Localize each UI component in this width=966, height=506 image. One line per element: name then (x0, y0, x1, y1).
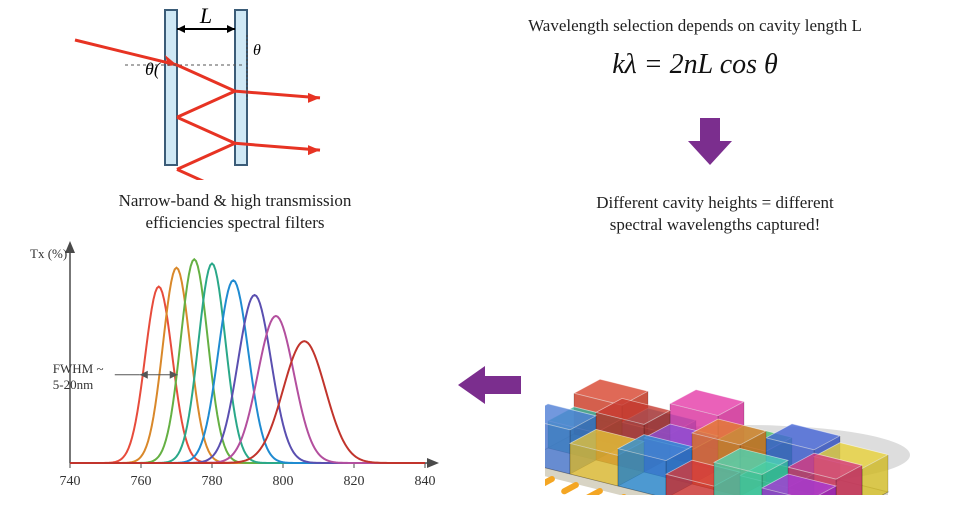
spectral-caption-line1: Narrow-band & high transmission (85, 190, 385, 212)
equation-caption: Wavelength selection depends on cavity l… (460, 15, 930, 37)
spectral-chart: Tx (%) 740 760 780 800 820 840 FWHM ~5-20nm (15, 238, 445, 498)
svg-text:820: 820 (344, 474, 365, 489)
chip-caption: Different cavity heights = different spe… (555, 192, 875, 236)
down-arrow-icon (680, 115, 740, 175)
svg-text:780: 780 (202, 474, 223, 489)
left-arrow-icon (455, 360, 525, 415)
svg-text:740: 740 (60, 474, 81, 489)
svg-text:760: 760 (131, 474, 152, 489)
svg-text:L: L (199, 5, 212, 28)
svg-text:θ: θ (253, 42, 261, 59)
svg-text:FWHM ~: FWHM ~ (53, 361, 104, 376)
svg-text:840: 840 (415, 474, 436, 489)
equation: kλ = 2nL cos θ (460, 49, 930, 81)
chip-diagram (545, 250, 925, 495)
chip-caption-line2: spectral wavelengths captured! (555, 214, 875, 236)
svg-text:Tx (%): Tx (%) (30, 246, 67, 261)
chip-caption-line1: Different cavity heights = different (555, 192, 875, 214)
equation-block: Wavelength selection depends on cavity l… (460, 15, 930, 81)
svg-text:800: 800 (273, 474, 294, 489)
spectral-caption: Narrow-band & high transmission efficien… (85, 190, 385, 234)
svg-text:5-20nm: 5-20nm (53, 377, 93, 392)
spectral-caption-line2: efficiencies spectral filters (85, 212, 385, 234)
fp-cavity-diagram: Lθ( θ (70, 5, 330, 180)
svg-text:θ(: θ( (145, 59, 161, 80)
